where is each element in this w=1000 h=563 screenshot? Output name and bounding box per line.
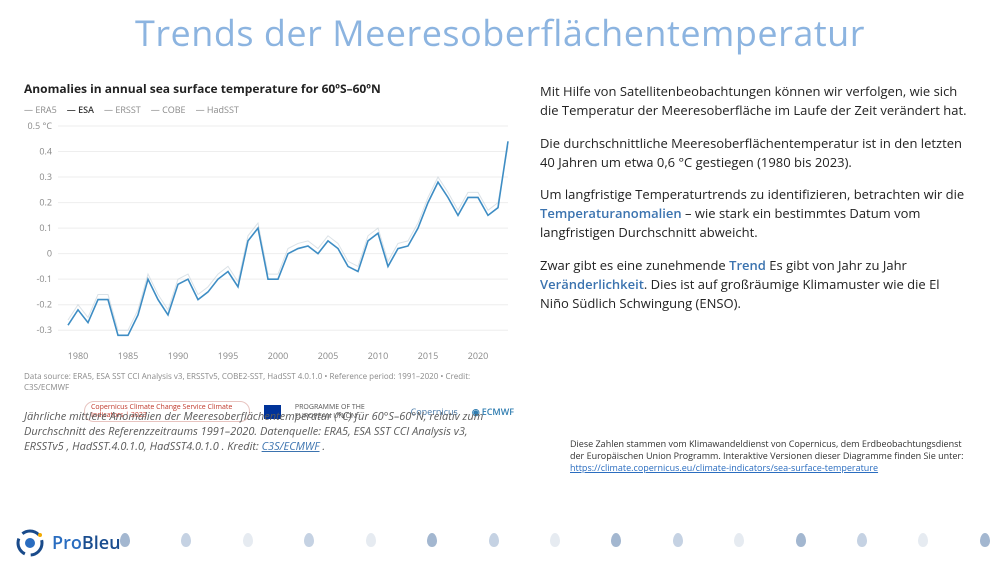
svg-text:0: 0 (47, 247, 52, 260)
drop-icon (181, 533, 191, 547)
drop-icon (304, 533, 314, 547)
svg-text:0.2: 0.2 (39, 196, 52, 209)
svg-text:-0.1: -0.1 (36, 272, 52, 285)
body-p4: Zwar gibt es eine zunehmende Trend Es gi… (540, 256, 970, 313)
footer-drops (120, 533, 990, 555)
svg-text:1990: 1990 (168, 349, 189, 362)
page-title: Trends der Meeresoberflächentemperatur (0, 8, 1000, 57)
drop-icon (611, 533, 621, 547)
svg-text:0.5 °C: 0.5 °C (27, 120, 52, 132)
svg-text:0.4: 0.4 (39, 145, 52, 158)
svg-text:1985: 1985 (118, 349, 139, 362)
slide: Trends der Meeresoberflächentemperatur A… (0, 0, 1000, 563)
highlight-anomalies: Temperaturanomalien (540, 204, 682, 222)
drop-icon (550, 533, 560, 547)
caption-text: Jährliche mittlere Anomalien der Meereso… (24, 409, 483, 454)
svg-text:2005: 2005 (318, 349, 339, 362)
line-chart: -0.3 -0.2 -0.1 0 0.1 0.2 0.3 0.4 0.5 °C 1980 1985 1… (24, 120, 514, 365)
drop-icon (366, 533, 376, 547)
svg-text:1980: 1980 (68, 349, 89, 362)
probleu-icon (14, 527, 46, 559)
drop-icon (120, 533, 130, 547)
svg-text:-0.3: -0.3 (36, 323, 52, 336)
drop-icon (734, 533, 744, 547)
chart-caption: Jährliche mittlere Anomalien der Meereso… (24, 410, 504, 455)
highlight-trend: Trend (729, 256, 766, 274)
drop-icon (857, 533, 867, 547)
highlight-variability: Veränderlichkeit (540, 275, 644, 293)
body-p3: Um langfristige Temperaturtrends zu iden… (540, 185, 970, 242)
chart-area: -0.3 -0.2 -0.1 0 0.1 0.2 0.3 0.4 0.5 °C 1980 1985 1… (24, 120, 514, 365)
legend-item[interactable]: — ESA (67, 103, 94, 116)
svg-text:0.3: 0.3 (39, 170, 52, 183)
body-p1: Mit Hilfe von Satellitenbeobachtungen kö… (540, 82, 970, 120)
probleu-logo: ProBleu (14, 527, 121, 559)
drop-icon (243, 533, 253, 547)
legend-item[interactable]: — ERSST (104, 103, 141, 116)
legend-item[interactable]: — COBE (151, 103, 186, 116)
legend-item[interactable]: — ERA5 (24, 103, 57, 116)
svg-text:2010: 2010 (368, 349, 389, 362)
drop-icon (980, 533, 990, 547)
footnote-link[interactable]: https://climate.copernicus.eu/climate-in… (570, 461, 878, 474)
left-column: Anomalies in annual sea surface temperat… (24, 80, 514, 422)
svg-text:1995: 1995 (218, 349, 239, 362)
footer: ProBleu (0, 515, 1000, 563)
svg-text:2015: 2015 (418, 349, 439, 362)
drop-icon (489, 533, 499, 547)
svg-text:0.1: 0.1 (39, 221, 52, 234)
caption-link[interactable]: C3S/ECMWF (262, 439, 320, 454)
footnote-text: Diese Zahlen stammen vom Klimawandeldien… (570, 437, 963, 462)
legend-item[interactable]: — HadSST (196, 103, 239, 116)
chart-data-source: Data source: ERA5, ESA SST CCI Analysis … (24, 371, 514, 393)
right-column: Mit Hilfe von Satellitenbeobachtungen kö… (540, 82, 970, 326)
svg-text:2000: 2000 (268, 349, 289, 362)
probleu-text: ProBleu (52, 531, 121, 555)
drop-icon (673, 533, 683, 547)
svg-text:-0.2: -0.2 (36, 298, 52, 311)
body-p2: Die durchschnittliche Meeresoberflächent… (540, 134, 970, 172)
caption-suffix: . (322, 439, 325, 454)
footnote: Diese Zahlen stammen vom Klimawandeldien… (570, 438, 970, 474)
drop-icon (918, 533, 928, 547)
chart-legend: — ERA5 — ESA — ERSST — COBE — HadSST (24, 103, 514, 116)
svg-text:2020: 2020 (468, 349, 489, 362)
drop-icon (796, 533, 806, 547)
drop-icon (427, 533, 437, 547)
chart-title: Anomalies in annual sea surface temperat… (24, 80, 514, 97)
